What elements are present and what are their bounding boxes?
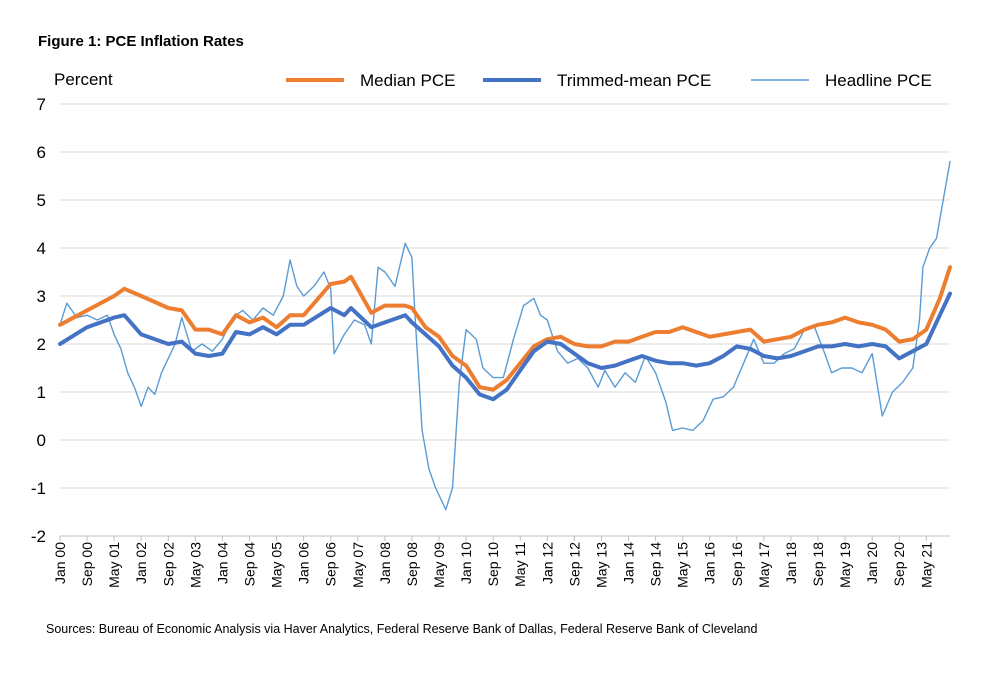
- x-tick-label: Jan 00: [52, 542, 68, 584]
- y-tick-label: -1: [31, 479, 46, 498]
- y-tick-label: 5: [37, 191, 46, 210]
- series-lines: [58, 160, 952, 511]
- x-tick-label: Sep 04: [242, 542, 258, 587]
- x-tick-label: Sep 14: [648, 542, 664, 587]
- y-tick-label: 0: [37, 431, 46, 450]
- x-tick-label: May 15: [675, 542, 691, 588]
- x-tick-label: Jan 02: [133, 542, 149, 584]
- y-axis-label: Percent: [54, 70, 113, 89]
- x-tick-label: May 21: [918, 542, 934, 588]
- x-tick-label: May 19: [837, 542, 853, 588]
- x-tick-label: Jan 10: [458, 542, 474, 584]
- series-line-trimmed-mean-pce: [58, 291, 952, 402]
- x-tick-label: May 09: [431, 542, 447, 588]
- x-tick-label: Sep 10: [485, 542, 501, 587]
- legend-label: Median PCE: [360, 71, 455, 90]
- x-tick-label: Jan 16: [702, 542, 718, 584]
- y-tick-label: 2: [37, 335, 46, 354]
- x-tick-label: May 01: [106, 542, 122, 588]
- y-axis-tick-labels: -2 -1 0 1 2 3 4 5 6 7: [31, 95, 46, 546]
- x-tick-label: Jan 18: [783, 542, 799, 584]
- x-axis: Jan 00 Sep 00 May 01 Jan 02 Sep 02 May 03 Jan …: [52, 536, 934, 588]
- x-tick-label: Jan 20: [864, 542, 880, 584]
- y-tick-label: 4: [37, 239, 46, 258]
- y-tick-label: 7: [37, 95, 46, 114]
- x-tick-label: Sep 16: [729, 542, 745, 587]
- y-tick-label: -2: [31, 527, 46, 546]
- y-tick-label: 6: [37, 143, 46, 162]
- x-tick-label: May 11: [512, 542, 528, 587]
- x-tick-label: Jan 12: [539, 542, 555, 584]
- legend-item: Median PCE: [286, 71, 455, 90]
- x-tick-label: Jan 08: [377, 542, 393, 584]
- line-chart: -2 -1 0 1 2 3 4 5 6 7 Jan 00 Sep 00 May 01 Jan 02 Sep…: [31, 70, 952, 588]
- y-tick-label: 1: [37, 383, 46, 402]
- x-tick-label: Sep 00: [79, 542, 95, 587]
- x-tick-label: May 13: [593, 542, 609, 588]
- x-tick-label: Sep 12: [566, 542, 582, 587]
- x-tick-label: May 17: [756, 542, 772, 588]
- legend-label: Trimmed-mean PCE: [557, 71, 711, 90]
- figure-title: Figure 1: PCE Inflation Rates: [38, 33, 244, 50]
- x-tick-label: May 03: [187, 542, 203, 588]
- x-tick-label: May 05: [269, 542, 285, 588]
- x-tick-label: May 07: [350, 542, 366, 588]
- x-tick-label: Jan 04: [214, 542, 230, 584]
- legend-item: Headline PCE: [751, 71, 932, 90]
- legend: Median PCE Trimmed-mean PCE Headline PCE: [286, 71, 932, 90]
- legend-label: Headline PCE: [825, 71, 932, 90]
- x-tick-label: Sep 06: [323, 542, 339, 587]
- legend-item: Trimmed-mean PCE: [483, 71, 711, 90]
- series-line-headline-pce: [59, 160, 951, 511]
- sources-note: Sources: Bureau of Economic Analysis via…: [46, 622, 758, 636]
- x-tick-label: Jan 06: [296, 542, 312, 584]
- series-line-median-pce: [58, 265, 952, 392]
- y-tick-label: 3: [37, 287, 46, 306]
- x-tick-label: Sep 02: [160, 542, 176, 587]
- x-tick-label: Jan 14: [621, 542, 637, 584]
- x-tick-label: Sep 18: [810, 542, 826, 587]
- x-tick-label: Sep 08: [404, 542, 420, 587]
- x-tick-label: Sep 20: [891, 542, 907, 587]
- gridlines: [60, 103, 950, 537]
